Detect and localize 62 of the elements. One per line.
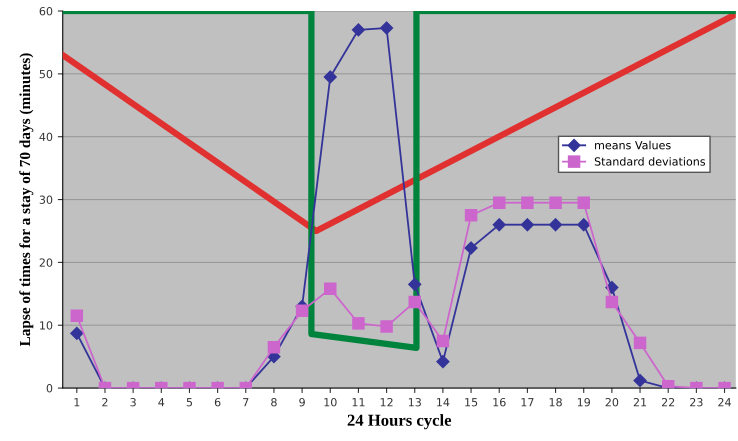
x-tick-label: 2 xyxy=(102,398,108,406)
point xyxy=(577,196,590,209)
y-tick-label: 10 xyxy=(40,321,52,330)
x-tick-label: 18 xyxy=(550,398,562,406)
x-tick-label: 6 xyxy=(214,398,220,406)
point xyxy=(268,340,280,354)
point xyxy=(464,241,478,255)
point xyxy=(408,296,421,308)
point xyxy=(408,278,422,291)
y-tick-label: 20 xyxy=(40,258,52,267)
x-tick-label: 13 xyxy=(408,398,421,406)
x-tick-label: 11 xyxy=(352,398,364,406)
point xyxy=(70,326,84,340)
point xyxy=(352,317,365,330)
x-tick-label: 19 xyxy=(578,398,590,406)
point xyxy=(520,218,534,232)
point xyxy=(436,334,450,348)
point xyxy=(296,304,308,318)
legend-label: means Values xyxy=(595,140,671,150)
y-axis-title: Lapse of times for a stay of 70 days (minutes) xyxy=(19,53,34,346)
x-tick-label: 5 xyxy=(186,398,192,406)
point xyxy=(380,21,394,35)
x-tick-label: 16 xyxy=(493,398,506,406)
point xyxy=(436,355,450,368)
point xyxy=(577,218,590,232)
x-tick-label: 8 xyxy=(271,398,277,406)
x-tick-label: 22 xyxy=(662,398,674,406)
x-tick-label: 12 xyxy=(380,398,393,406)
x-tick-label: 14 xyxy=(437,398,450,406)
y-tick-label: 60 xyxy=(40,7,52,16)
point xyxy=(324,282,337,296)
point xyxy=(492,196,506,209)
x-tick-label: 24 xyxy=(718,398,731,406)
x-tick-label: 1 xyxy=(74,398,80,406)
y-tick-label: 40 xyxy=(39,132,52,142)
x-tick-label: 21 xyxy=(634,398,646,406)
x-tick-label: 15 xyxy=(465,398,478,406)
x-tick-label: 4 xyxy=(158,398,164,406)
x-tick-label: 20 xyxy=(606,398,618,406)
legend-label: Standard deviations xyxy=(594,157,706,166)
y-tick-label: 30 xyxy=(40,196,52,204)
point xyxy=(606,296,618,308)
point xyxy=(549,196,562,209)
point xyxy=(521,196,534,209)
x-tick-label: 9 xyxy=(299,398,305,406)
x-axis-title: 24 Hours cycle xyxy=(348,414,452,430)
point xyxy=(492,218,506,232)
point xyxy=(633,374,647,388)
point xyxy=(464,209,478,222)
x-tick-label: 23 xyxy=(690,398,703,406)
point xyxy=(548,218,562,232)
point xyxy=(352,23,366,36)
x-tick-label: 10 xyxy=(324,398,337,406)
point xyxy=(380,320,393,333)
point xyxy=(324,70,337,84)
y-tick-label: 50 xyxy=(40,70,52,78)
point xyxy=(634,336,646,350)
y-tick-label: 0 xyxy=(46,384,52,392)
x-tick-label: 3 xyxy=(130,398,136,406)
point xyxy=(70,310,84,322)
x-tick-label: 17 xyxy=(522,398,534,406)
x-tick-label: 7 xyxy=(243,398,248,406)
